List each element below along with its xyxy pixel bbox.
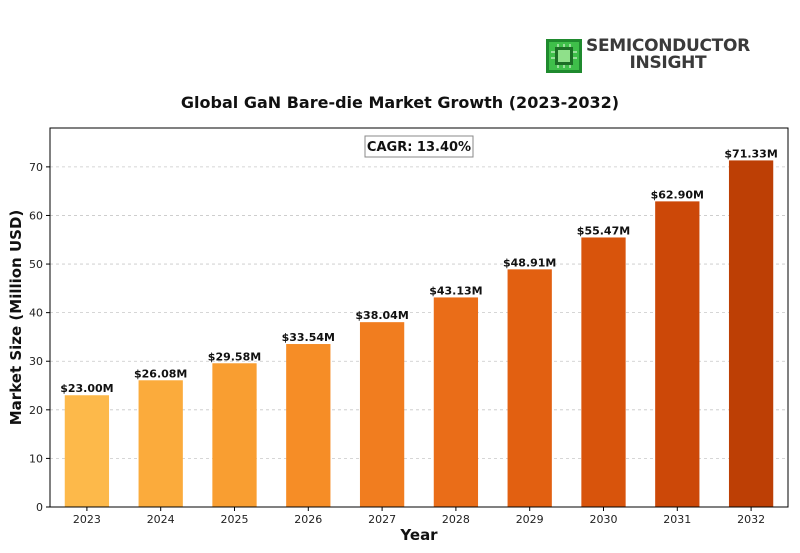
y-axis: 0 10 20 30 40 50 60 70 bbox=[29, 161, 50, 514]
bar-2023 bbox=[64, 395, 110, 507]
data-label: $33.54M bbox=[282, 331, 335, 344]
y-tick-label: 20 bbox=[29, 404, 43, 417]
y-tick-label: 0 bbox=[36, 501, 43, 514]
data-labels: $23.00M $26.08M $29.58M $33.54M $38.04M $43.1… bbox=[60, 147, 778, 395]
bar-2028 bbox=[433, 297, 479, 507]
data-label: $43.13M bbox=[429, 284, 482, 297]
bar-2031 bbox=[655, 201, 700, 507]
bar-2024 bbox=[138, 380, 183, 507]
x-tick-label: 2026 bbox=[294, 513, 322, 526]
bar-2025 bbox=[212, 363, 257, 507]
data-label: $71.33M bbox=[724, 147, 777, 160]
bar-2032 bbox=[728, 160, 774, 507]
y-tick-label: 60 bbox=[29, 209, 43, 222]
x-axis-label: Year bbox=[399, 526, 438, 544]
y-tick-label: 30 bbox=[29, 355, 43, 368]
x-tick-label: 2029 bbox=[516, 513, 544, 526]
data-label: $55.47M bbox=[577, 224, 630, 237]
bar-2026 bbox=[286, 344, 331, 507]
brand-name: SEMICONDUCTOR INSIGHT bbox=[586, 38, 750, 72]
x-tick-label: 2030 bbox=[590, 513, 618, 526]
x-tick-label: 2032 bbox=[737, 513, 765, 526]
x-axis: 2023 2024 2025 2026 2027 2028 2029 2030 2031 2032 bbox=[73, 507, 765, 526]
x-tick-label: 2023 bbox=[73, 513, 101, 526]
bars bbox=[64, 160, 774, 507]
x-tick-label: 2024 bbox=[147, 513, 175, 526]
y-tick-label: 10 bbox=[29, 452, 43, 465]
cagr-text: CAGR: 13.40% bbox=[367, 140, 471, 155]
cagr-annotation: CAGR: 13.40% bbox=[364, 135, 474, 158]
x-tick-label: 2027 bbox=[368, 513, 396, 526]
data-label: $62.90M bbox=[651, 188, 704, 201]
y-axis-label: Market Size (Million USD) bbox=[7, 210, 25, 426]
y-tick-label: 50 bbox=[29, 258, 43, 271]
cagr-box bbox=[364, 135, 474, 158]
bar-2030 bbox=[581, 237, 626, 507]
chart-title: Global GaN Bare-die Market Growth (2023-… bbox=[180, 93, 620, 112]
data-label: $48.91M bbox=[503, 256, 556, 269]
x-tick-label: 2031 bbox=[663, 513, 691, 526]
plot-frame bbox=[49, 127, 789, 508]
y-tick-label: 40 bbox=[29, 307, 43, 320]
brand-line1: SEMICONDUCTOR bbox=[586, 36, 750, 56]
x-tick-label: 2025 bbox=[221, 513, 249, 526]
data-label: $26.08M bbox=[134, 367, 187, 380]
x-tick-label: 2028 bbox=[442, 513, 470, 526]
data-label: $23.00M bbox=[60, 382, 113, 395]
bar-2027 bbox=[359, 322, 405, 507]
chip-icon bbox=[546, 39, 582, 73]
y-tick-label: 70 bbox=[29, 161, 43, 174]
data-label: $29.58M bbox=[208, 350, 261, 363]
brand-line2: INSIGHT bbox=[629, 53, 707, 73]
data-label: $38.04M bbox=[355, 309, 408, 322]
bar-2029 bbox=[507, 269, 552, 507]
brand-logo: SEMICONDUCTOR INSIGHT bbox=[546, 38, 750, 78]
